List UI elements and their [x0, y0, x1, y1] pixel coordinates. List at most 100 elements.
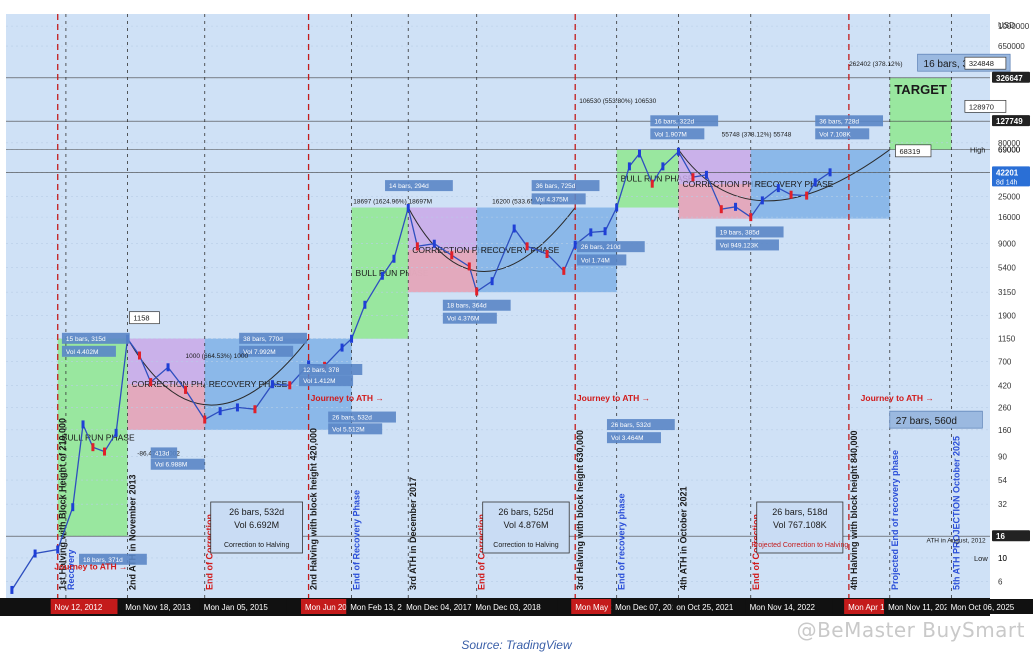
- y-tick-label: 650000: [998, 42, 1025, 51]
- stat-tag: [650, 115, 719, 127]
- y-tick-label: 9000: [998, 240, 1016, 249]
- x-date-label: Mon Oct 06, 2025: [951, 603, 1015, 612]
- price-candle: [218, 407, 222, 416]
- value-box: [895, 144, 932, 158]
- phase-label: RECOVERY PHASE: [755, 179, 834, 189]
- price-marker-label: 326647: [996, 74, 1023, 83]
- price-candle: [184, 385, 188, 394]
- measure-label: ATH in August, 2012: [926, 537, 986, 544]
- value-box: [964, 99, 1007, 113]
- x-date-label: Mon Dec 07, 2020: [615, 603, 681, 612]
- stat-tag-label: Vol 949.123K: [720, 242, 759, 249]
- x-date-chip: [946, 599, 1033, 614]
- phase-label: CORRECTION PHASE: [412, 245, 501, 255]
- vertical-label: End of Recovery Phase: [352, 490, 362, 590]
- y-tick-label: 10: [998, 554, 1007, 563]
- stat-tag: [650, 128, 705, 140]
- x-date-label: Mon Feb 13, 2: [350, 603, 402, 612]
- x-date-chip: [402, 599, 489, 614]
- source-caption: Source: TradingView: [461, 638, 572, 652]
- price-candle: [363, 300, 367, 309]
- stat-tag: [328, 411, 396, 423]
- journey-label: Journey to ATH →: [54, 561, 127, 571]
- x-date-chip: [346, 599, 418, 614]
- y-tick-label: 80000: [998, 139, 1021, 148]
- stat-tag: [299, 375, 354, 387]
- stat-tag: [328, 423, 383, 435]
- price-candle: [661, 162, 665, 171]
- stat-tag: [150, 458, 205, 470]
- stat-tag-label: 38 bars, 770d: [243, 336, 283, 343]
- stat-tag: [531, 193, 586, 205]
- x-date-label: Mon Nov 14, 2022: [750, 603, 816, 612]
- vertical-label: 4th Halving with block height 840,000: [849, 430, 859, 590]
- x-date-chip: [471, 599, 558, 614]
- vertical-label: Projected End of recovery phase: [890, 450, 900, 590]
- price-candle: [103, 447, 107, 456]
- y-tick-label: 16000: [998, 213, 1021, 222]
- y-tick-label: 1150: [998, 335, 1016, 344]
- value-box-label: 68319: [899, 147, 920, 156]
- phase-box-lower: [127, 384, 205, 430]
- stat-tag: [299, 363, 363, 375]
- summary-box: [482, 501, 570, 554]
- stat-tag: [385, 180, 453, 192]
- price-candle: [525, 242, 529, 251]
- stat-tag-label: Vol 4.376M: [447, 316, 480, 323]
- summary-title: 26 bars, 525d: [498, 507, 553, 517]
- y-tick-label: 54: [998, 476, 1007, 485]
- summary-title: 26 bars, 518d: [772, 507, 827, 517]
- stat-tag-label: 12 bars, 378: [303, 367, 340, 374]
- axis-background: [990, 0, 1033, 620]
- price-candle: [749, 213, 753, 222]
- y-tick-label: 1900: [998, 312, 1016, 321]
- stat-tag-label: Vol 1.74M: [581, 257, 610, 264]
- vertical-label: 2nd ATH in November 2013: [128, 474, 138, 590]
- stat-tag: [79, 553, 147, 565]
- x-date-chip: [571, 599, 624, 614]
- stat-tag-label: Vol 4.375M: [536, 196, 569, 203]
- journey-label: Journey to ATH →: [311, 393, 384, 403]
- y-tick-label: 700: [998, 358, 1012, 367]
- price-candle: [589, 228, 593, 237]
- phase-label: BULL RUN PHASE: [356, 268, 429, 278]
- stat-tag-label: Vol 5.512M: [332, 426, 365, 433]
- price-candle: [71, 503, 75, 512]
- stat-tag-label: 36 bars, 728d: [819, 118, 859, 125]
- stat-box-label: 16 bars, 329d: [924, 59, 985, 70]
- y-tick-label: 32: [998, 500, 1007, 509]
- target-label: TARGET: [894, 82, 947, 97]
- price-marker-label: 16: [996, 532, 1005, 541]
- stat-tag-label: Vol 7.108K: [819, 131, 851, 138]
- value-box-label: 128970: [969, 102, 994, 111]
- stat-tag-label: 26 bars, 532d: [332, 415, 372, 422]
- x-date-label: Mon Dec 03, 2018: [475, 603, 541, 612]
- y-tick-label: 69000: [998, 146, 1021, 155]
- price-candle: [253, 405, 257, 414]
- price-candle: [350, 334, 354, 343]
- price-candle: [432, 239, 436, 248]
- stat-tag: [715, 226, 784, 238]
- price-candle: [512, 224, 516, 233]
- x-date-chip: [121, 599, 208, 614]
- stat-tag: [61, 332, 130, 344]
- phase-box-lower: [408, 249, 477, 293]
- high-value: 69000: [998, 146, 1021, 155]
- price-candle: [406, 203, 410, 212]
- value-box: [964, 56, 1007, 70]
- vertical-label: End of Correction: [751, 514, 761, 590]
- stat-tag: [442, 299, 511, 311]
- x-date-label: Mon May 1: [575, 603, 615, 612]
- value-box: [129, 311, 160, 325]
- price-marker: [992, 115, 1030, 127]
- price-marker-label: 42201: [996, 168, 1019, 177]
- phase-label: BULL RUN PHASE: [621, 174, 694, 184]
- y-tick-label: 25000: [998, 193, 1021, 202]
- stat-tag-label: Vol 3.464M: [611, 435, 644, 442]
- price-candle: [691, 173, 695, 182]
- stat-tag: [815, 128, 870, 140]
- summary-note: Projected Correction to Halving: [751, 542, 848, 549]
- x-date-label: on Oct 25, 2021: [676, 603, 733, 612]
- watermark-text: @BeMaster BuySmart: [796, 618, 1025, 642]
- price-candle: [734, 202, 738, 211]
